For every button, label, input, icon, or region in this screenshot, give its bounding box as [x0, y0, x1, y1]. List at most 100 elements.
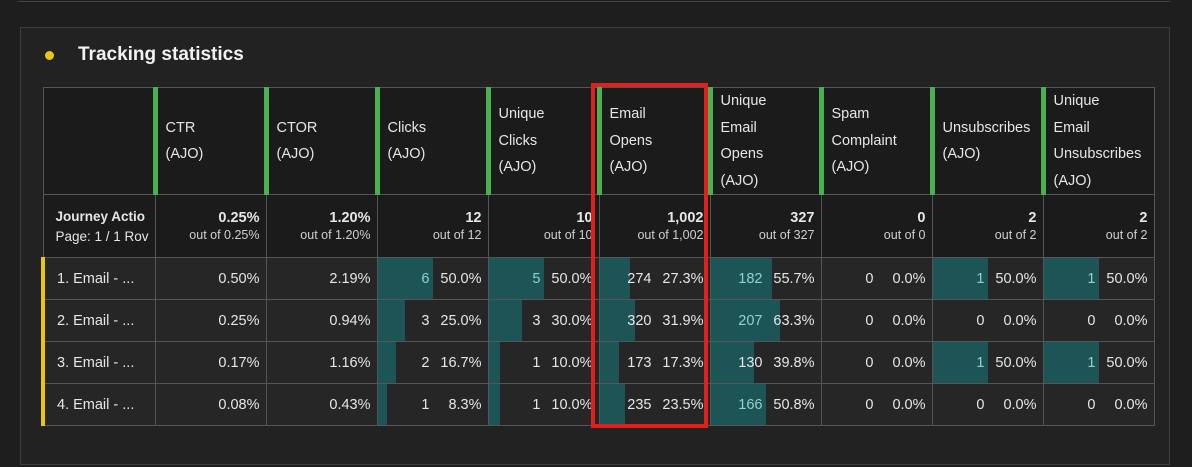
metric-value: 0: [976, 312, 985, 329]
metric-value: 173: [627, 354, 652, 371]
table-row[interactable]: 1. Email - ... 0.50% 2.19% 6 50.0% 5 50.0% 274 2…: [41, 257, 1155, 300]
panel-title-text: Tracking statistics: [78, 44, 244, 65]
column-total: 2 out of 2: [1042, 194, 1155, 258]
metric-cell: 1 50.0%: [931, 257, 1044, 300]
total-value: 2: [1139, 210, 1148, 226]
paging-info: Page: 1 / 1 Rov: [55, 228, 149, 244]
metric-value: 0.43%: [329, 396, 371, 413]
column-header[interactable]: Spam Complaint (AJO): [818, 87, 933, 195]
metric-percent: 50.0%: [995, 270, 1037, 287]
column-header[interactable]: Unique Clicks (AJO): [485, 87, 600, 195]
metric-cell: 6 50.0%: [376, 257, 489, 300]
metric-cell: 166 50.8%: [709, 383, 822, 426]
metric-value: 0: [1087, 396, 1096, 413]
metric-value: 0.94%: [329, 312, 371, 329]
percent-bar: [377, 300, 405, 341]
metric-cell: 0.08%: [154, 383, 267, 426]
metric-cell: 0.43%: [265, 383, 378, 426]
row-label[interactable]: 1. Email - ...: [41, 257, 156, 300]
metric-cell: 0 0.0%: [820, 341, 933, 384]
percent-bar: [599, 300, 635, 341]
metric-value: 0.08%: [218, 396, 260, 413]
metric-value: 1: [976, 354, 985, 371]
column-header[interactable]: Clicks (AJO): [374, 87, 489, 195]
total-value: 2: [1028, 210, 1037, 226]
metric-percent: 50.8%: [773, 396, 815, 413]
metric-value: 1: [1087, 270, 1096, 287]
metric-percent: 0.0%: [1114, 396, 1148, 413]
percent-bar: [710, 258, 772, 299]
column-header-label: Unique: [498, 106, 545, 123]
metric-percent: 55.7%: [773, 270, 815, 287]
total-out-of: out of 0.25%: [189, 228, 260, 242]
metric-cell: 0 0.0%: [931, 299, 1044, 342]
column-total: 2 out of 2: [931, 194, 1044, 258]
dimension-header: [42, 87, 156, 195]
column-header[interactable]: Unique Email Unsubscribes (AJO): [1040, 87, 1155, 195]
percent-bar: [932, 342, 988, 383]
total-value: 1,002: [667, 210, 704, 226]
metric-value: 1: [532, 354, 541, 371]
metric-cell: 0.50%: [154, 257, 267, 300]
bullet-icon: [45, 50, 54, 60]
column-total: 10 out of 10: [487, 194, 600, 258]
metric-percent: 50.0%: [1106, 354, 1148, 371]
row-label[interactable]: 4. Email - ...: [41, 383, 156, 426]
row-label[interactable]: 2. Email - ...: [41, 299, 156, 342]
metric-value: 130: [738, 354, 763, 371]
column-header[interactable]: Unsubscribes (AJO): [929, 87, 1044, 195]
metric-cell: 3 25.0%: [376, 299, 489, 342]
total-value: 10: [576, 210, 593, 226]
metric-cell: 130 39.8%: [709, 341, 822, 384]
column-header-label: (AJO): [831, 159, 870, 176]
column-header-label: Opens: [609, 132, 653, 149]
metric-cell: 1.16%: [265, 341, 378, 384]
total-out-of: out of 1.20%: [300, 228, 371, 242]
table-row[interactable]: 3. Email - ... 0.17% 1.16% 2 16.7% 1 10.0% 173 1…: [41, 341, 1155, 384]
total-out-of: out of 2: [1105, 228, 1148, 242]
metric-cell: 0 0.0%: [820, 383, 933, 426]
metric-value: 0.17%: [218, 354, 260, 371]
column-header-label: Opens: [720, 146, 764, 162]
metric-cell: 1 8.3%: [376, 383, 489, 426]
column-header-label: Unique: [720, 93, 767, 109]
metric-percent: 0.0%: [892, 270, 926, 287]
metric-percent: 39.8%: [773, 354, 815, 371]
column-header[interactable]: CTOR (AJO): [263, 87, 378, 195]
table-row[interactable]: 2. Email - ... 0.25% 0.94% 3 25.0% 3 30.0% 320 3…: [41, 299, 1155, 342]
row-label[interactable]: 3. Email - ...: [41, 341, 156, 384]
column-header-label: Email: [609, 106, 646, 123]
column-header[interactable]: Email Opens (AJO): [596, 87, 711, 195]
metric-percent: 0.0%: [892, 312, 926, 329]
metric-percent: 50.0%: [1106, 270, 1148, 287]
metric-cell: 1 10.0%: [487, 341, 600, 384]
metric-value: 1.16%: [329, 354, 371, 371]
column-header-label: Unsubscribes: [942, 119, 1031, 136]
column-total: 1.20% out of 1.20%: [265, 194, 378, 258]
column-header-label: Email: [720, 119, 757, 136]
metric-cell: 0.17%: [154, 341, 267, 384]
metric-value: 0.50%: [218, 270, 260, 287]
dimension-label[interactable]: Journey Actio: [55, 208, 146, 224]
metric-value: 182: [738, 270, 763, 287]
total-value: 0.25%: [218, 210, 260, 226]
column-header-label: Clicks: [387, 119, 427, 136]
column-header-label: (AJO): [165, 146, 204, 162]
table-row[interactable]: 4. Email - ... 0.08% 0.43% 1 8.3% 1 10.0% 235 23…: [41, 383, 1155, 426]
metric-cell: 182 55.7%: [709, 257, 822, 300]
metric-cell: 0 0.0%: [931, 383, 1044, 426]
percent-bar: [488, 342, 500, 383]
metric-percent: 23.5%: [662, 396, 704, 413]
column-total: 0.25% out of 0.25%: [154, 194, 267, 258]
metric-cell: 0 0.0%: [1042, 383, 1155, 426]
metric-value: 0: [865, 354, 874, 371]
percent-bar: [710, 384, 767, 425]
metric-value: 0: [865, 270, 874, 287]
column-header[interactable]: CTR (AJO): [152, 87, 267, 195]
column-header[interactable]: Unique Email Opens (AJO): [707, 87, 822, 195]
metric-percent: 17.3%: [662, 354, 704, 371]
metric-value: 235: [627, 396, 652, 413]
metric-cell: 0 0.0%: [1042, 299, 1155, 342]
total-out-of: out of 327: [758, 228, 815, 242]
metric-percent: 63.3%: [773, 312, 815, 329]
